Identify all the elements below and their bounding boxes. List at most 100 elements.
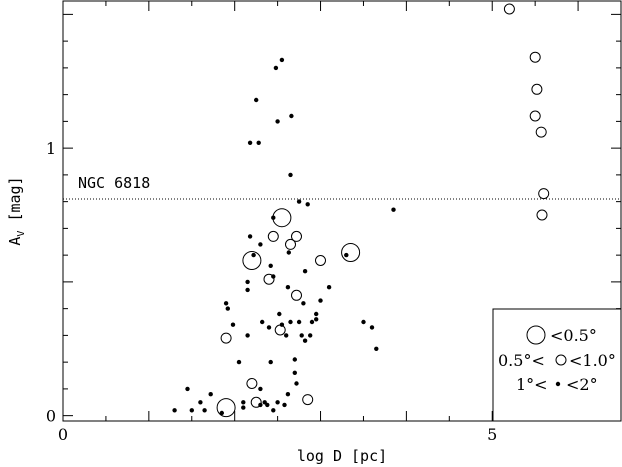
y-axis-label-sub: V — [16, 231, 27, 237]
medium-circle-point — [274, 324, 286, 336]
y-axis-label-unit: [mag] — [6, 176, 24, 221]
legend-dot-label: <2° — [566, 375, 598, 394]
dot-point — [299, 333, 304, 338]
dot-point — [292, 370, 297, 375]
medium-circle-point — [285, 238, 296, 250]
medium-circle-point — [503, 3, 515, 15]
dot-point — [230, 322, 236, 327]
dot-point — [284, 333, 289, 338]
x-tick-label: 5 — [487, 425, 497, 444]
svg-text:AV [mag]: AV [mag] — [6, 176, 27, 245]
dot-point — [288, 319, 293, 325]
dot-point — [285, 392, 291, 397]
dot-point — [314, 317, 319, 322]
legend-entry-dot: 1°< <2° — [516, 375, 598, 394]
dot-point — [208, 392, 213, 397]
dot-point — [247, 140, 253, 145]
medium-circle-point — [250, 396, 262, 408]
dot-point — [305, 202, 310, 207]
y-tick-label: 0 — [46, 407, 56, 426]
large-circle-point — [216, 398, 236, 418]
medium-circle-point — [263, 273, 275, 285]
dot-point — [271, 408, 276, 413]
dot-point — [268, 359, 273, 365]
dot-point — [361, 319, 366, 325]
medium-circle-point — [529, 51, 541, 63]
y-axis-label-main: A — [6, 237, 24, 246]
medium-circle-point — [535, 126, 547, 138]
legend-box — [492, 308, 622, 422]
dot-point — [288, 172, 293, 178]
dot-point — [301, 301, 306, 306]
dot-point — [275, 400, 280, 405]
large-circle-point — [341, 243, 361, 262]
tick-labels: 0 5 0 1 — [46, 139, 498, 444]
dot-point — [219, 410, 224, 416]
legend-medium-circle-marker — [555, 354, 567, 366]
dot-point — [268, 263, 273, 268]
dot-point — [258, 402, 263, 408]
legend-dot-marker — [555, 381, 561, 387]
dot-point — [189, 408, 194, 413]
dot-point — [202, 408, 207, 413]
dot-point — [294, 381, 299, 386]
dot-point — [247, 234, 253, 239]
dot-point — [318, 298, 323, 303]
legend-large-circle-marker — [526, 325, 546, 345]
x-tick-label: 0 — [58, 425, 68, 444]
dot-point — [314, 311, 319, 317]
dot-point — [254, 97, 259, 103]
dot-point — [391, 207, 396, 212]
legend-medium-label: <1.0° — [569, 351, 616, 370]
dot-point — [258, 242, 263, 247]
medium-circle-point — [538, 188, 550, 200]
dot-point — [302, 338, 308, 343]
dot-point — [260, 319, 265, 325]
data-points — [172, 3, 550, 418]
dot-point — [251, 252, 256, 258]
dot-point — [296, 319, 302, 325]
medium-circle-point — [302, 394, 314, 406]
reference-line-group: NGC 6818 — [63, 174, 621, 200]
medium-circle-point — [291, 289, 302, 301]
dot-point — [245, 287, 250, 293]
dot-point — [285, 285, 291, 290]
dot-point — [273, 65, 279, 71]
dot-point — [277, 311, 282, 317]
plot-border — [62, 0, 622, 422]
y-tick-label: 1 — [46, 139, 56, 158]
dot-point — [271, 274, 276, 279]
dot-point — [302, 269, 308, 274]
large-circle-point — [242, 251, 262, 270]
medium-circle-point — [267, 230, 279, 242]
legend: <0.5° 0.5°< <1.0° 1°< <2° — [492, 308, 622, 422]
dot-point — [198, 400, 203, 405]
dot-point — [266, 325, 272, 330]
x-axis-label: log D [pc] — [297, 447, 387, 465]
dot-point — [344, 252, 349, 258]
medium-circle-point — [246, 378, 258, 389]
dot-point — [309, 319, 315, 325]
dot-point — [308, 333, 313, 338]
dot-point — [286, 250, 291, 255]
dot-point — [279, 322, 285, 327]
dot-point — [172, 408, 177, 413]
medium-circle-point — [220, 332, 232, 344]
dot-point — [275, 119, 280, 124]
medium-circle-point — [529, 110, 541, 122]
dot-point — [241, 400, 246, 405]
medium-circle-point — [531, 83, 543, 95]
large-circle-point — [272, 208, 292, 228]
dot-point — [271, 215, 276, 220]
dot-point — [258, 386, 263, 392]
legend-large-label: <0.5° — [550, 326, 597, 345]
dot-point — [289, 113, 294, 119]
y-axis-label: AV [mag] — [6, 176, 27, 245]
medium-circle-point — [315, 255, 326, 266]
dot-point — [241, 405, 246, 410]
dot-point — [245, 279, 250, 285]
dot-point — [256, 140, 261, 145]
dot-point — [374, 346, 379, 351]
dot-point — [236, 359, 242, 365]
dot-point — [282, 402, 287, 408]
